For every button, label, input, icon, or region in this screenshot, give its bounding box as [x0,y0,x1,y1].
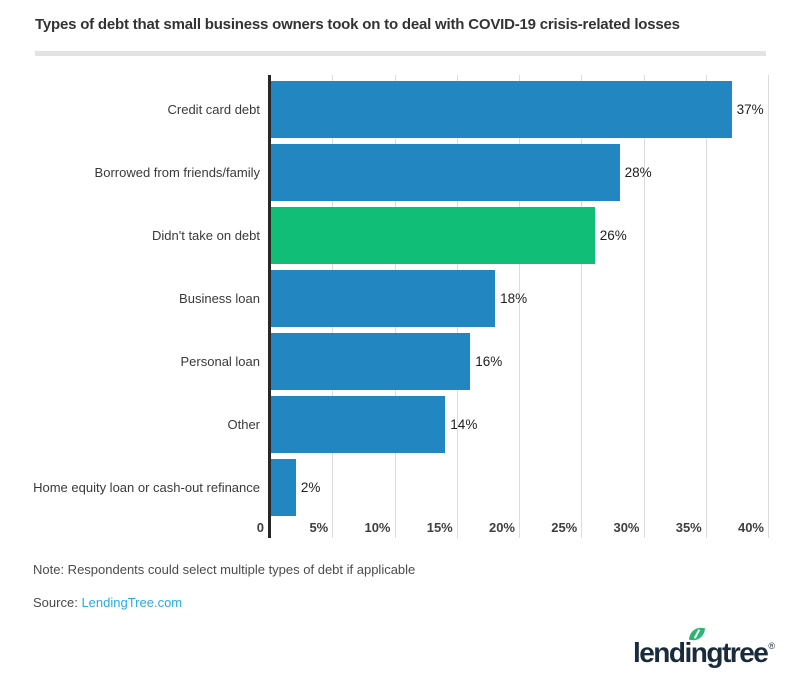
x-tick-30%: 30% [613,520,640,535]
x-tick-40%: 40% [737,520,764,535]
gridline-35% [705,75,707,538]
value-label: 2% [300,480,321,495]
value-label: 26% [599,228,627,243]
x-tick-5%: 5% [309,520,329,535]
gridline-20% [519,75,520,538]
page-title: Types of debt that small business owners… [35,16,680,33]
bar-2pct [271,459,296,516]
bar-26pct [271,207,595,264]
value-label: 16% [475,354,503,369]
source-link[interactable]: LendingTree.com [81,595,183,610]
category-label: Home equity loan or cash-out refinance [33,480,260,495]
category-label: Borrowed from friends/family [94,165,260,180]
category-label: Other [227,417,260,432]
chart-source: Source: LendingTree.com [33,595,182,610]
y-axis-line [268,75,271,538]
x-tick-35%: 35% [675,520,702,535]
category-label: Business loan [179,291,260,306]
registered-mark: ® [768,641,775,651]
x-tick-15%: 15% [426,520,453,535]
value-label: 14% [450,417,478,432]
logo-text: lendingtree [632,637,769,668]
x-tick-0: 0 [256,520,264,535]
x-tick-20%: 20% [488,520,515,535]
chart-note: Note: Respondents could select multiple … [33,562,416,577]
gridline-30% [643,75,645,538]
lendingtree-logo: lendingtree® [632,624,775,669]
gridline-25% [581,75,583,538]
value-label: 18% [500,291,528,306]
bar-18pct [271,270,496,327]
value-label: 28% [624,165,652,180]
category-label: Personal loan [180,354,261,369]
title-divider [35,51,766,56]
x-tick-10%: 10% [364,520,391,535]
value-label: 37% [736,102,764,117]
category-label: Credit card debt [167,102,261,117]
category-label: Didn't take on debt [152,228,260,243]
x-tick-25%: 25% [551,520,578,535]
bar-37pct [271,81,732,138]
bar-28pct [271,144,620,201]
bar-16pct [271,333,471,390]
gridline-40% [768,75,769,538]
source-label: Source: [33,595,78,610]
bar-14pct [271,396,446,453]
